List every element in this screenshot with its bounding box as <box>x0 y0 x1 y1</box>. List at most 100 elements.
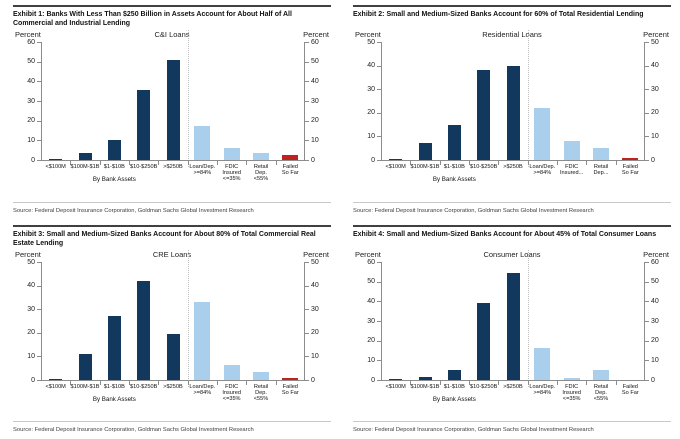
x-tick-label: Loan/Dep. >=84% <box>183 384 222 396</box>
x-tick-label: $100M-$1B <box>65 384 104 390</box>
x-tick-label-line: FDIC <box>565 164 579 170</box>
x-tick <box>217 381 218 385</box>
bar-3 <box>107 316 121 380</box>
x-labels-row: <$100M $100M-$1B $1-$10B $10-$250B >$250B Loa… <box>41 381 305 411</box>
x-tick-label: >$250B <box>153 384 192 390</box>
source-note: Source: Federal Deposit Insurance Corpor… <box>353 208 594 214</box>
y-axis-right <box>644 262 645 381</box>
y-tick-right <box>305 332 309 334</box>
x-tick <box>70 161 72 165</box>
bar-9 <box>622 157 639 160</box>
x-tick <box>246 381 248 385</box>
y-tick-label-right: 40 <box>651 62 659 70</box>
y-tick-left <box>377 65 381 67</box>
y-tick-label-right: 20 <box>311 117 319 125</box>
y-tick-left <box>37 42 41 43</box>
y-tick-label-right: 20 <box>311 329 319 337</box>
y-tick-left <box>37 101 41 102</box>
x-tick-label: Loan/Dep. >=84% <box>523 384 562 396</box>
bar-7 <box>563 141 580 160</box>
y-tick-left <box>377 160 381 161</box>
x-tick <box>586 161 588 165</box>
x-tick-label-line: Insured <box>222 170 241 177</box>
y-axis-title-right: Percent <box>643 250 669 259</box>
y-tick-label-right: 10 <box>651 356 659 364</box>
bar-2 <box>418 143 432 160</box>
bar-7 <box>563 378 580 380</box>
x-axis-group-label: By Bank Assets <box>92 176 136 183</box>
y-tick-right <box>305 285 309 287</box>
x-tick-label-line: Loan/Dep. <box>189 164 216 170</box>
x-tick-label: $1-$10B <box>95 164 134 170</box>
x-axis <box>380 380 646 381</box>
x-axis <box>380 160 646 161</box>
x-tick-label: $10-$250B <box>124 384 163 390</box>
y-tick-left <box>37 285 41 287</box>
exhibit-top-rule <box>353 5 671 7</box>
x-tick <box>498 381 500 385</box>
y-tick-label-left: 10 <box>27 352 35 360</box>
y-tick-left <box>37 356 41 358</box>
x-tick-label: Loan/Dep. >=84% <box>523 164 562 176</box>
y-tick-label-right: 0 <box>311 156 315 164</box>
x-tick-label-line: <$100M <box>385 164 406 170</box>
x-tick-label-line: <55% <box>253 176 269 183</box>
x-tick-label-line: So Far <box>621 170 639 177</box>
y-tick-left <box>377 380 381 381</box>
separator-rule <box>13 202 331 203</box>
bar-9 <box>282 377 299 380</box>
x-tick-label-line: <55% <box>253 396 269 403</box>
y-tick-right <box>645 281 649 283</box>
y-tick-right <box>645 89 649 91</box>
x-tick-label-line: Dep. <box>255 170 267 177</box>
exhibit-title: Exhibit 1: Banks With Less Than $250 Bil… <box>13 11 292 27</box>
y-tick-left <box>377 136 381 138</box>
y-tick-label-left: 40 <box>367 62 375 70</box>
x-axis-group-label: By Bank Assets <box>432 396 476 403</box>
y-tick-right <box>305 380 309 381</box>
y-tick-right <box>305 61 309 63</box>
y-tick-right <box>645 112 649 114</box>
exhibit-2-panel: Exhibit 2: Small and Medium-Sized Banks … <box>340 0 680 220</box>
x-tick-label-line: Retail <box>253 164 269 170</box>
y-tick-left <box>377 340 381 342</box>
y-tick-label-right: 10 <box>311 136 319 144</box>
chart-title: C&I Loans <box>154 30 190 39</box>
x-tick <box>99 381 101 385</box>
x-tick-label-line: Loan/Dep. <box>529 384 556 390</box>
exhibit-4-panel: Exhibit 4: Small and Medium-Sized Banks … <box>340 220 680 439</box>
x-tick-label-line: FDIC <box>225 164 239 170</box>
x-tick-label-line: Insured... <box>560 170 584 177</box>
bar-6 <box>194 125 211 160</box>
x-tick-label-line: $100M-$1B <box>70 384 100 390</box>
x-tick-label-line: $10-$250B <box>469 384 498 390</box>
plot-area: 0 0 10 10 20 20 30 30 40 40 50 50 60 60 <box>367 250 659 387</box>
x-tick <box>469 381 470 385</box>
x-tick-label: Failed So Far <box>271 384 310 396</box>
x-tick-label-line: Insured <box>562 390 581 397</box>
x-tick-label-line: Dep. <box>255 390 267 397</box>
y-tick-label-right: 50 <box>651 38 659 46</box>
x-tick-label: Loan/Dep. >=84% <box>183 164 222 176</box>
y-tick-left <box>37 332 41 334</box>
y-tick-right <box>305 101 309 102</box>
y-axis-left <box>41 262 42 381</box>
bar-5 <box>506 65 520 160</box>
x-tick <box>187 381 189 385</box>
x-tick-label-line: $10-$250B <box>129 164 158 170</box>
x-tick <box>70 381 72 385</box>
x-tick-label-line: $100M-$1B <box>70 164 100 170</box>
y-axis-right <box>304 262 305 381</box>
y-tick-label-right: 40 <box>311 77 319 85</box>
bar-1 <box>389 379 403 380</box>
x-tick-label-line: <$100M <box>45 164 66 170</box>
y-tick-label-right: 30 <box>651 85 659 93</box>
x-tick-label-line: $10-$250B <box>129 384 158 390</box>
bar-2 <box>78 153 92 160</box>
x-tick <box>469 161 470 165</box>
y-tick-left <box>37 61 41 63</box>
chart-header: Percent C&I Loans Percent <box>15 30 329 39</box>
y-tick-label-right: 20 <box>651 337 659 345</box>
y-tick-label-left: 10 <box>367 132 375 140</box>
